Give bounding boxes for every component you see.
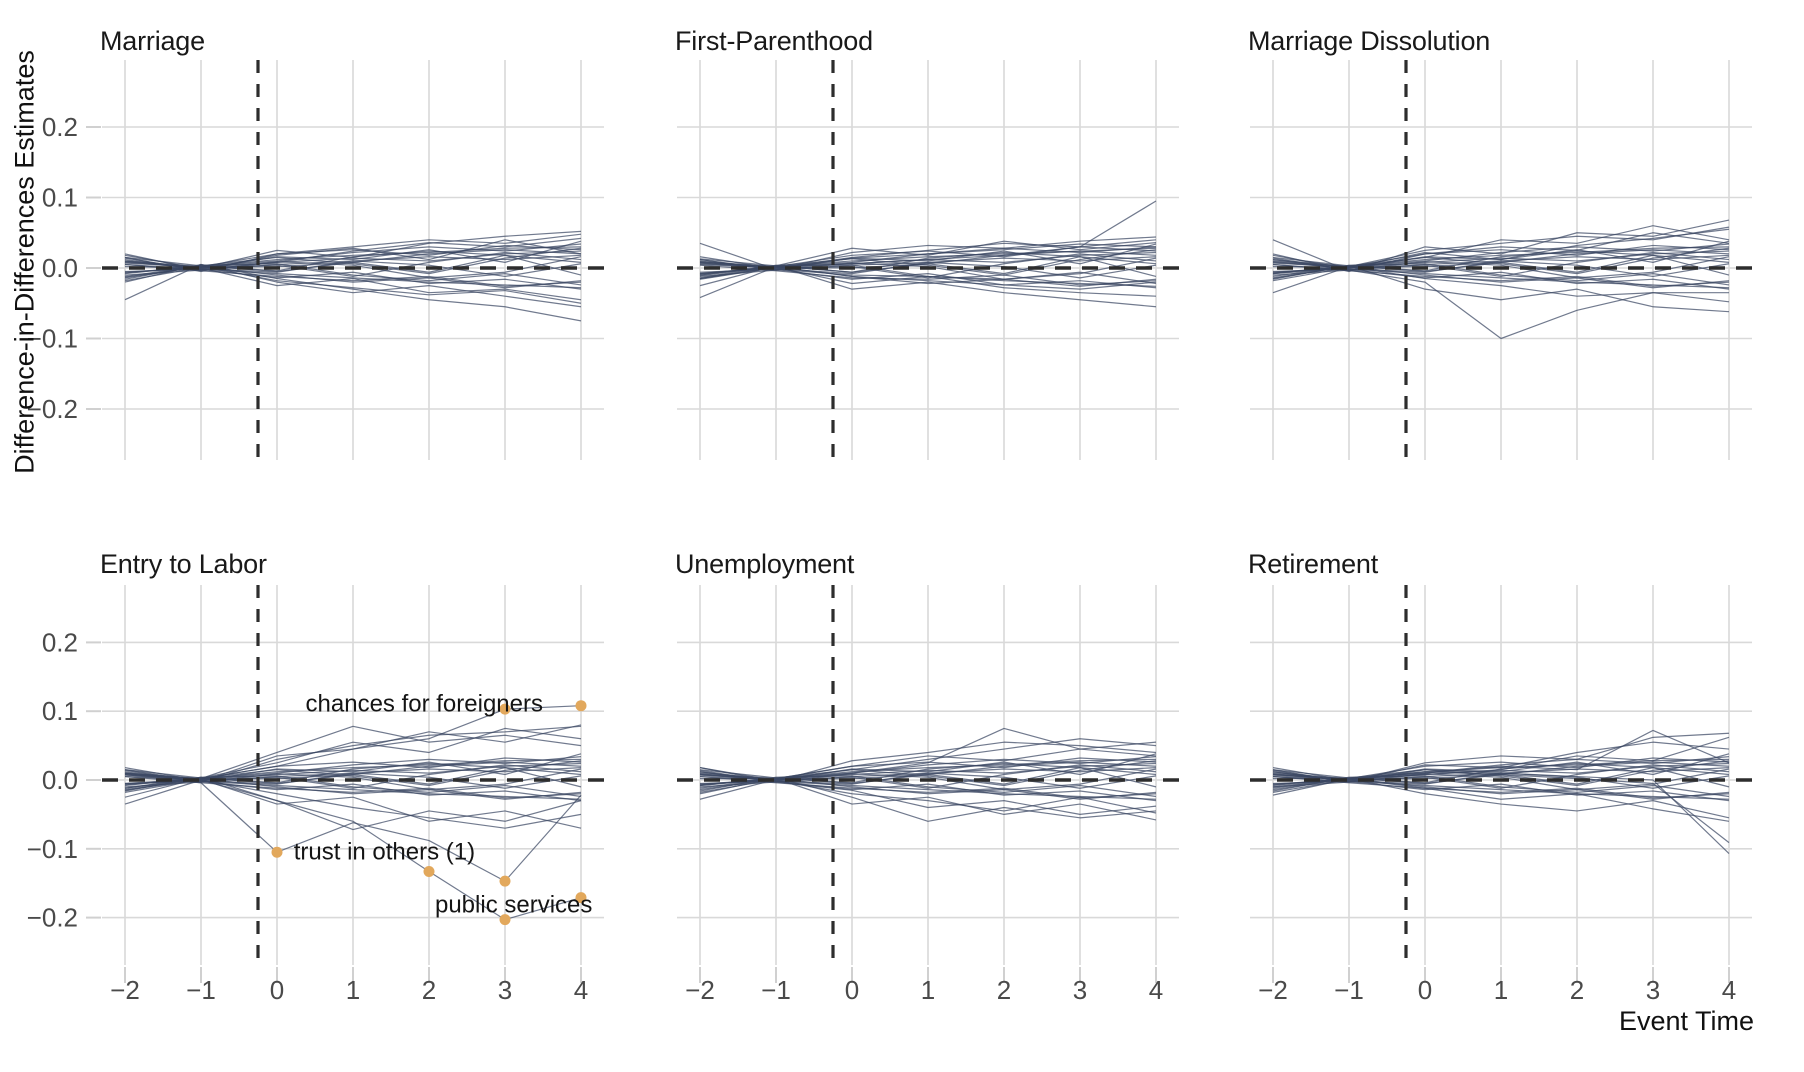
panel-title-unemployment: Unemployment xyxy=(675,549,855,579)
series-line xyxy=(124,265,582,304)
series-line xyxy=(699,767,1157,816)
highlight-point xyxy=(575,892,587,904)
series-line xyxy=(699,738,1157,800)
series-line xyxy=(124,778,582,829)
series-line xyxy=(1272,225,1730,268)
series-line xyxy=(124,725,582,785)
series-line xyxy=(699,741,1157,782)
series-line xyxy=(1272,265,1730,303)
x-tick-label: 0 xyxy=(270,975,284,1005)
x-axis-title: Event Time xyxy=(1618,1006,1754,1036)
series-line xyxy=(124,727,582,798)
x-tick-label: 3 xyxy=(498,975,512,1005)
series-line xyxy=(1272,771,1730,844)
series-line xyxy=(1272,775,1730,798)
series-line xyxy=(1272,228,1730,275)
x-tick-label: 2 xyxy=(1570,975,1584,1005)
y-tick-label: 0.0 xyxy=(42,765,78,795)
x-tick-label: 1 xyxy=(346,975,360,1005)
series-line xyxy=(124,263,582,287)
series-line xyxy=(1272,268,1730,290)
highlight-point xyxy=(575,700,587,712)
y-tick-label: 0.1 xyxy=(42,183,78,213)
x-tick-label: 2 xyxy=(997,975,1011,1005)
x-tick-label: 0 xyxy=(1418,975,1432,1005)
series-line xyxy=(1272,219,1730,273)
series-line xyxy=(699,775,1157,798)
series-line xyxy=(699,239,1157,269)
series-line xyxy=(1272,729,1730,780)
series-line xyxy=(124,724,582,782)
x-tick-label: −1 xyxy=(1334,975,1364,1005)
x-tick-label: 4 xyxy=(574,975,588,1005)
x-tick-label: 3 xyxy=(1073,975,1087,1005)
series-line xyxy=(699,264,1157,286)
series-line xyxy=(1272,232,1730,272)
x-tick-label: −2 xyxy=(110,975,140,1005)
series-line xyxy=(124,237,582,271)
x-tick-label: 0 xyxy=(845,975,859,1005)
series-line xyxy=(124,233,582,273)
highlight-point xyxy=(499,914,511,926)
x-tick-label: 3 xyxy=(1646,975,1660,1005)
x-tick-label: 2 xyxy=(422,975,436,1005)
series-line xyxy=(699,741,1157,787)
series-line xyxy=(124,265,582,301)
panel-title-entry-to-labor: Entry to Labor xyxy=(100,549,267,579)
series-line xyxy=(699,777,1157,822)
x-tick-label: −2 xyxy=(1258,975,1288,1005)
series-line xyxy=(124,254,582,282)
series-line xyxy=(1272,732,1730,783)
series-line xyxy=(1272,775,1730,799)
x-tick-label: 1 xyxy=(1494,975,1508,1005)
highlight-point xyxy=(271,846,283,858)
series-annotation: trust in others (1) xyxy=(294,839,475,866)
series-line xyxy=(699,265,1157,299)
x-tick-label: −2 xyxy=(685,975,715,1005)
x-tick-label: −1 xyxy=(186,975,216,1005)
panel-title-first-parenthood: First-Parenthood xyxy=(675,26,873,56)
highlight-point xyxy=(499,875,511,887)
y-tick-label: 0.0 xyxy=(42,253,78,283)
y-tick-label: 0.2 xyxy=(42,627,78,657)
series-line xyxy=(699,773,1157,814)
x-tick-label: 1 xyxy=(921,975,935,1005)
panel-title-marriage: Marriage xyxy=(100,26,205,56)
highlight-point xyxy=(423,866,435,878)
series-line xyxy=(124,725,582,783)
series-line xyxy=(1272,263,1730,286)
panel-title-marriage-dissolution: Marriage Dissolution xyxy=(1248,26,1491,56)
x-tick-label: −1 xyxy=(761,975,791,1005)
series-line xyxy=(699,242,1157,271)
y-tick-label: −0.2 xyxy=(27,394,78,424)
panel-title-retirement: Retirement xyxy=(1248,549,1379,579)
x-tick-label: 4 xyxy=(1722,975,1736,1005)
series-line xyxy=(124,239,582,271)
series-line xyxy=(1272,265,1730,313)
series-line xyxy=(1272,753,1730,782)
series-line xyxy=(699,266,1157,297)
y-axis-title: Difference-in-Differences Estimates xyxy=(9,50,40,474)
y-tick-label: −0.1 xyxy=(27,834,78,864)
series-line xyxy=(699,240,1157,276)
series-annotation: chances for foreigners xyxy=(306,691,543,718)
series-line xyxy=(1272,736,1730,780)
series-line xyxy=(1272,741,1730,782)
series-line xyxy=(699,243,1157,270)
y-tick-label: 0.2 xyxy=(42,112,78,142)
series-line xyxy=(124,775,582,831)
y-tick-label: 0.1 xyxy=(42,696,78,726)
y-tick-label: −0.2 xyxy=(27,903,78,933)
series-line xyxy=(124,753,582,782)
series-line xyxy=(699,775,1157,799)
series-line xyxy=(124,240,582,270)
series-annotation: public services xyxy=(435,892,592,919)
series-line xyxy=(124,263,582,308)
highlight-point xyxy=(499,703,511,715)
series-line xyxy=(124,263,582,286)
series-line xyxy=(1272,778,1730,822)
x-tick-label: 4 xyxy=(1149,975,1163,1005)
y-tick-label: −0.1 xyxy=(27,324,78,354)
